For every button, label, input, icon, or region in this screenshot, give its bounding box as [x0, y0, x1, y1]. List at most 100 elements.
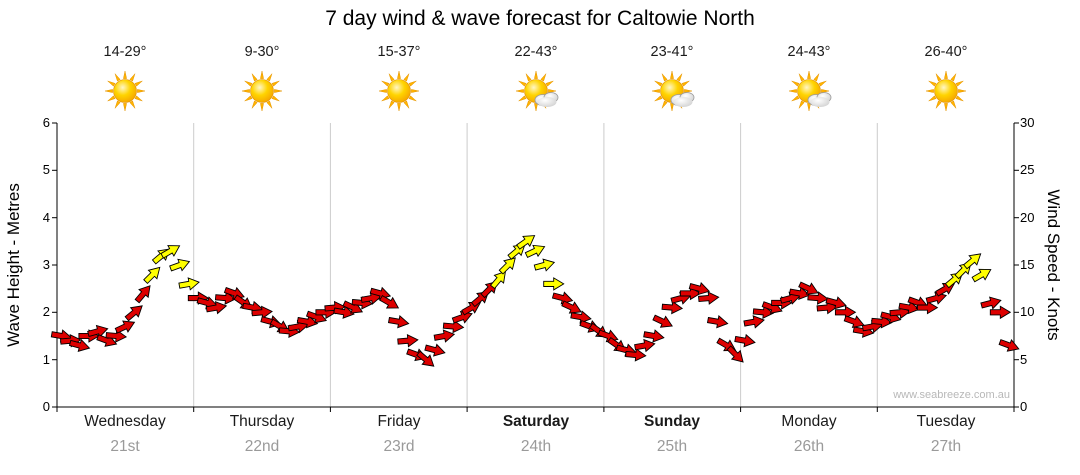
sun-icon: [925, 70, 967, 112]
day-date: 26th: [793, 438, 825, 455]
wind-arrow: [570, 310, 592, 324]
wind-arrow: [114, 320, 136, 334]
right-axis-tick-label: 0: [1020, 399, 1028, 414]
right-axis-tick-label: 5: [1020, 352, 1028, 367]
sun-cloud-icon: [651, 70, 695, 112]
wind-arrow: [643, 329, 665, 343]
wind-arrow: [698, 291, 720, 305]
wind-arrow: [214, 291, 237, 305]
day-date: 21st: [110, 438, 140, 455]
right-axis-tick-label: 25: [1020, 162, 1035, 177]
wind-arrow: [124, 305, 143, 322]
wind-arrow: [980, 296, 1002, 310]
wind-arrow: [516, 235, 536, 250]
left-axis-tick-label: 0: [42, 399, 50, 414]
wind-arrow: [788, 286, 811, 301]
day-temp-range: 14-29°: [103, 44, 147, 60]
wind-arrow: [752, 305, 775, 320]
wind-arrow: [416, 350, 435, 367]
day-label: Sunday: [644, 413, 700, 430]
day-date: 22nd: [244, 438, 280, 455]
day-weather-icon: [101, 70, 149, 112]
wind-arrow: [834, 305, 857, 320]
left-axis-tick-label: 3: [42, 257, 50, 272]
wind-arrow: [143, 266, 161, 285]
right-axis-label: Wind Speed - Knots: [1044, 189, 1063, 341]
right-axis-tick-label: 30: [1020, 115, 1035, 130]
day-weather-icon: [375, 70, 423, 112]
wind-arrow: [963, 253, 982, 270]
day-temp-range: 15-37°: [377, 44, 421, 60]
cloud: [670, 92, 695, 107]
day-label: Tuesday: [916, 413, 976, 430]
wind-arrow: [333, 305, 355, 319]
wind-arrow: [134, 285, 151, 304]
wind-arrow: [652, 314, 673, 328]
right-axis-tick-label: 20: [1020, 210, 1035, 225]
left-axis-tick-label: 4: [42, 210, 50, 225]
wind-arrow: [379, 295, 400, 309]
left-axis-tick-label: 5: [42, 162, 50, 177]
day-label: Friday: [377, 413, 421, 430]
day-weather-icon: [648, 70, 696, 112]
wind-arrow: [68, 338, 91, 352]
wind-arrow: [706, 315, 729, 329]
wind-arrow: [387, 315, 410, 329]
day-temp-range: 24-43°: [787, 44, 831, 60]
wind-arrow: [498, 257, 516, 275]
left-axis-tick-label: 1: [42, 352, 50, 367]
wind-arrow: [543, 277, 565, 291]
sun-cloud-icon: [515, 70, 559, 112]
sun-icon: [378, 70, 420, 112]
day-date: 27th: [930, 438, 962, 455]
wind-arrow: [798, 281, 819, 295]
wind-arrow: [898, 300, 920, 315]
day-label: Wednesday: [84, 413, 166, 430]
wind-arrow: [998, 338, 1020, 352]
day-label: Thursday: [229, 413, 295, 430]
day-weather-icon: [512, 70, 560, 112]
left-axis-tick-label: 2: [42, 304, 50, 319]
watermark: www.seabreeze.com.au: [893, 389, 1010, 401]
day-date: 23rd: [383, 438, 415, 455]
wind-arrow: [489, 270, 506, 290]
wind-arrow: [561, 300, 582, 314]
day-label: Monday: [781, 413, 837, 430]
wind-arrow: [688, 282, 711, 296]
wind-arrow: [807, 291, 829, 305]
sun-cloud-icon: [788, 70, 832, 112]
wind-arrow: [989, 305, 1012, 320]
wind-arrow: [634, 338, 656, 353]
left-axis-label: Wave Height - Metres: [4, 183, 23, 347]
wind-arrow: [160, 245, 181, 259]
wind-arrow: [251, 305, 273, 320]
day-weather-icon: [238, 70, 286, 112]
wind-arrow: [971, 268, 992, 283]
cloud: [534, 92, 559, 107]
wind-arrow: [178, 277, 200, 291]
wind-arrow: [743, 315, 765, 329]
wind-arrow: [397, 333, 419, 348]
wind-arrow: [726, 345, 744, 363]
day-temp-range: 9-30°: [244, 44, 280, 60]
day-weather-icon: [922, 70, 970, 112]
day-temp-range: 22-43°: [514, 44, 558, 60]
sun-icon: [241, 70, 283, 112]
weather-icons-row: [0, 70, 1080, 118]
wind-arrow: [661, 300, 684, 315]
wind-arrow: [524, 244, 546, 258]
day-label: Saturday: [502, 413, 570, 430]
left-axis-tick-label: 6: [42, 115, 50, 130]
wind-arrow: [533, 258, 556, 272]
wind-arrow: [451, 310, 473, 324]
wind-arrow: [205, 300, 228, 315]
right-axis-tick-label: 10: [1020, 304, 1035, 319]
right-axis-tick-label: 15: [1020, 257, 1035, 272]
wind-arrow: [424, 343, 446, 357]
day-date: 24th: [520, 438, 552, 455]
wind-arrow: [169, 258, 191, 272]
sun-icon: [104, 70, 146, 112]
wind-arrow: [843, 315, 865, 329]
